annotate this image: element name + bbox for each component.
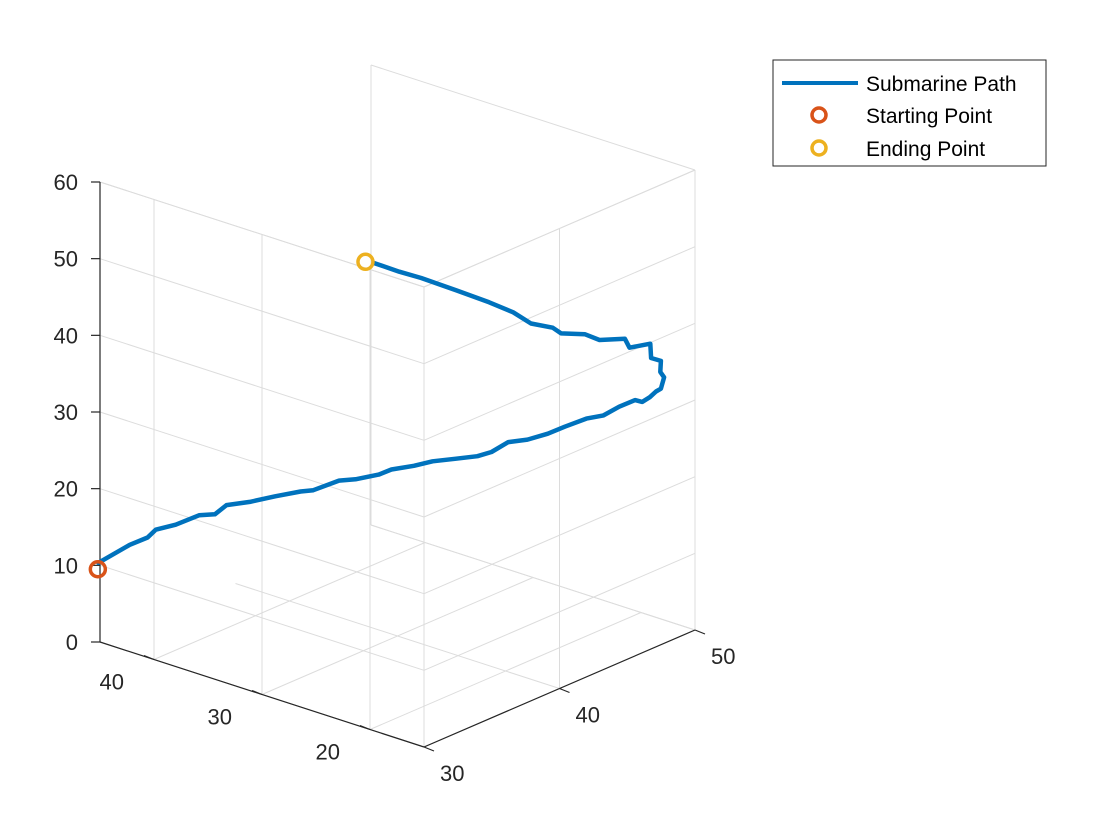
plot-data: [88, 252, 667, 579]
z-tick-label: 0: [66, 630, 78, 655]
submarine-path-line: [96, 260, 667, 566]
z-tick-label: 30: [54, 400, 78, 425]
y-tick-mark: [359, 724, 371, 731]
z-tick-label: 40: [54, 323, 78, 348]
legend-label-starting-point: Starting Point: [866, 105, 992, 128]
z-tick-label: 10: [54, 553, 78, 578]
x-tick-label: 40: [576, 703, 600, 728]
z-tick-label: 60: [54, 170, 78, 195]
tick-labels: 0 10 20 30 40 50 60 20 30 40 30 40 50: [54, 170, 736, 786]
legend: Submarine Path Starting Point Ending Poi…: [772, 59, 1047, 167]
x-tick-mark: [694, 629, 706, 635]
starting-point-marker: [88, 559, 108, 579]
x-tick-label: 30: [440, 761, 464, 786]
grid-layer: [99, 64, 696, 748]
legend-label-submarine-path: Submarine Path: [866, 73, 1017, 96]
y-tick-label: 20: [316, 740, 340, 765]
x-tick-mark: [559, 687, 570, 694]
x-tick-mark: [423, 746, 435, 752]
y-tick-mark: [251, 689, 263, 696]
gridline-y-floor: [153, 542, 426, 660]
gridline-y-floor: [261, 577, 534, 695]
ending-point-marker: [356, 252, 375, 272]
legend-box: [772, 59, 1047, 167]
gridline-y-floor: [369, 612, 642, 730]
x-tick-label: 50: [711, 644, 735, 669]
grid-top-edge-y: [370, 64, 696, 171]
legend-label-ending-point: Ending Point: [866, 138, 985, 161]
z-tick-label: 50: [54, 247, 78, 272]
z-tick-label: 20: [54, 477, 78, 502]
y-tick-label: 30: [208, 705, 232, 730]
y-tick-mark: [143, 654, 155, 661]
y-tick-label: 40: [100, 670, 124, 695]
legend-swatch-starting-point: [810, 106, 828, 124]
legend-swatch-ending-point: [810, 139, 828, 157]
